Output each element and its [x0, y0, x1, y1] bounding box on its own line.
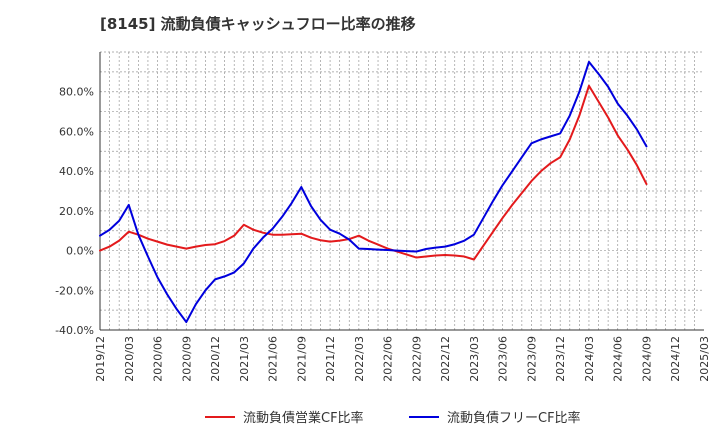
x-tick-label: 2020/12	[209, 336, 222, 382]
y-tick-label: -40.0%	[55, 324, 94, 337]
x-tick-label: 2020/03	[123, 336, 136, 382]
x-tick-label: 2022/12	[439, 336, 452, 382]
y-tick-label: 80.0%	[59, 86, 94, 99]
x-tick-label: 2020/06	[152, 336, 165, 382]
x-tick-label: 2023/03	[468, 336, 481, 382]
legend-label-2: 流動負債フリーCF比率	[447, 410, 581, 426]
series-line-2	[99, 60, 648, 324]
x-tick-label: 2023/06	[497, 336, 510, 382]
x-tick-label: 2024/06	[612, 336, 625, 382]
x-tick-label: 2021/06	[267, 336, 280, 382]
x-tick-label: 2023/09	[525, 336, 538, 382]
x-tick-label: 2024/09	[640, 336, 653, 382]
y-tick-label: -20.0%	[55, 284, 94, 297]
series-line-1	[99, 84, 648, 261]
legend: 流動負債営業CF比率 流動負債フリーCF比率	[205, 410, 581, 426]
series-lines	[99, 60, 648, 324]
x-tick-label: 2020/09	[180, 336, 193, 382]
x-tick-label: 2024/12	[669, 336, 682, 382]
axes: 80.0% 60.0% 40.0% 20.0% 0.0% -20.0% -40.0%2019…	[55, 52, 711, 382]
x-tick-label: 2021/09	[295, 336, 308, 382]
chart-title: [8145] 流動負債キャッシュフロー比率の推移	[100, 15, 416, 33]
y-tick-label: 0.0%	[66, 245, 94, 258]
grid	[100, 51, 704, 330]
x-tick-label: 2021/03	[238, 336, 251, 382]
x-tick-label: 2024/03	[583, 336, 596, 382]
x-tick-label: 2022/09	[410, 336, 423, 382]
x-tick-label: 2019/12	[94, 336, 107, 382]
y-tick-label: 40.0%	[59, 165, 94, 178]
x-tick-label: 2021/12	[324, 336, 337, 382]
legend-label-1: 流動負債営業CF比率	[243, 410, 364, 426]
y-tick-label: 60.0%	[59, 125, 94, 138]
x-tick-label: 2023/12	[554, 336, 567, 382]
y-tick-label: 20.0%	[59, 205, 94, 218]
x-tick-label: 2022/03	[353, 336, 366, 382]
x-tick-label: 2025/03	[698, 336, 711, 382]
x-tick-label: 2022/06	[382, 336, 395, 382]
